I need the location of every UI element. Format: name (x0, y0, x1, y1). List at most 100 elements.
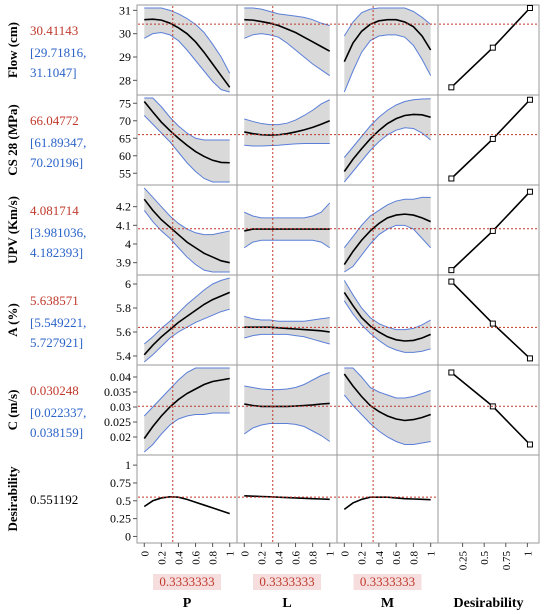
x-tick-label: 0.8 (308, 551, 320, 565)
factor-name: M (381, 596, 394, 611)
panel-frame-r3-c2 (336, 274, 439, 366)
y-tick-label: 0 (125, 529, 131, 543)
factor-name: P (183, 596, 192, 611)
lower-ci-line (244, 143, 330, 147)
prediction-curve (143, 496, 230, 515)
y-tick-label: 60 (119, 149, 131, 163)
row-label: C (m/s) (5, 390, 20, 431)
y-tick-label: 5.4 (116, 349, 131, 363)
desirability-handle (448, 278, 455, 285)
y-tick-label: 0.035 (104, 385, 131, 399)
lower-ci-line (143, 115, 230, 183)
row-label: Desirability (5, 466, 20, 531)
panel-frame-r4-c3 (437, 364, 540, 456)
y-tick-label: 0.02 (110, 430, 131, 444)
y-tick-label: 55 (119, 166, 131, 180)
prediction-curve (143, 377, 230, 439)
y-tick-label: 4.2 (116, 200, 131, 214)
ci-lower: [3.981036, (30, 225, 86, 240)
panel-frame-r5-c3 (437, 454, 540, 544)
prediction-curve (143, 100, 230, 164)
desirability-handle (448, 369, 455, 376)
prediction-curve (244, 18, 331, 52)
response-value: 5.638571 (30, 293, 79, 308)
desirability-handle (526, 355, 533, 362)
desirability-column-label: Desirability (454, 596, 524, 611)
x-tick-label: 1 (325, 551, 337, 557)
desirability-function (450, 281, 531, 359)
x-tick-label: 0.4 (173, 551, 185, 565)
upper-ci-line (244, 99, 330, 126)
x-tick-label: 0.6 (391, 551, 403, 565)
panel-frame-r0-c3 (437, 4, 540, 96)
upper-ci-line (143, 367, 230, 417)
desirability-handle (526, 96, 533, 103)
y-tick-label: 75 (119, 96, 131, 110)
response-value: 0.551192 (30, 492, 78, 507)
response-value: 30.41143 (30, 23, 78, 38)
ci-lower: [5.549221, (30, 315, 86, 330)
confidence-band (144, 278, 230, 362)
x-tick-label: 0.6 (191, 551, 203, 565)
prediction-curve (343, 18, 432, 63)
ci-upper: 4.182393] (30, 245, 83, 260)
y-tick-label: 70 (119, 114, 131, 128)
prediction-curve (343, 213, 431, 265)
confidence-band (244, 8, 330, 76)
desirability-handle (526, 441, 533, 448)
y-tick-label: 0.5 (116, 494, 131, 508)
prediction-curve (343, 291, 431, 342)
upper-ci-line (343, 7, 431, 37)
y-tick-label: 5.6 (116, 325, 131, 339)
panel-frame-r1-c3 (437, 94, 540, 186)
prediction-curve (343, 496, 431, 510)
upper-ci-line (244, 202, 331, 219)
x-tick-label: 0.75 (501, 551, 513, 571)
y-tick-label: 29 (119, 50, 131, 64)
confidence-band (344, 8, 431, 92)
row-label: A (%) (5, 303, 20, 337)
desirability-handle (526, 188, 533, 195)
x-tick-label: 0.8 (208, 551, 220, 565)
ci-lower: [61.89347, (30, 135, 86, 150)
confidence-band (144, 98, 230, 182)
desirability-handle (489, 320, 496, 327)
lower-ci-line (243, 239, 331, 249)
response-value: 4.081714 (30, 203, 79, 218)
y-tick-label: 4.1 (116, 218, 131, 232)
row-label: UPV (Km/s) (5, 196, 20, 264)
x-tick-label: 0.2 (357, 551, 369, 565)
y-tick-label: 0.75 (110, 476, 131, 490)
x-tick-label: 0 (239, 551, 251, 557)
lower-ci-line (244, 333, 330, 345)
lower-ci-line (244, 33, 331, 77)
x-tick-label: 0.25 (458, 551, 470, 571)
y-tick-label: 4 (125, 237, 131, 251)
prediction-curve (343, 373, 431, 422)
current-factor-value: 0.3333333 (259, 574, 314, 589)
desirability-handle (489, 135, 496, 142)
lower-ci-line (343, 34, 432, 93)
current-factor-box (153, 574, 221, 590)
confidence-band (144, 188, 230, 272)
ci-upper: 0.038159] (30, 425, 83, 440)
desirability-handle (448, 267, 455, 274)
factor-name: L (282, 596, 291, 611)
y-tick-label: 6 (125, 277, 131, 291)
lower-ci-line (143, 412, 230, 453)
y-tick-label: 0.04 (110, 370, 131, 384)
lower-ci-line (343, 394, 431, 445)
y-tick-label: 3.9 (116, 256, 131, 270)
x-tick-label: 0.4 (374, 551, 386, 565)
response-value: 66.04772 (30, 113, 79, 128)
ci-upper: 5.727921] (30, 335, 83, 350)
upper-ci-line (244, 7, 330, 26)
upper-ci-line (144, 97, 230, 141)
x-tick-label: 0.2 (256, 551, 268, 565)
upper-ci-line (143, 277, 230, 345)
y-tick-label: 31 (119, 3, 131, 17)
confidence-band (344, 98, 431, 182)
confidence-band (144, 368, 230, 452)
x-tick-label: 0 (139, 551, 151, 557)
